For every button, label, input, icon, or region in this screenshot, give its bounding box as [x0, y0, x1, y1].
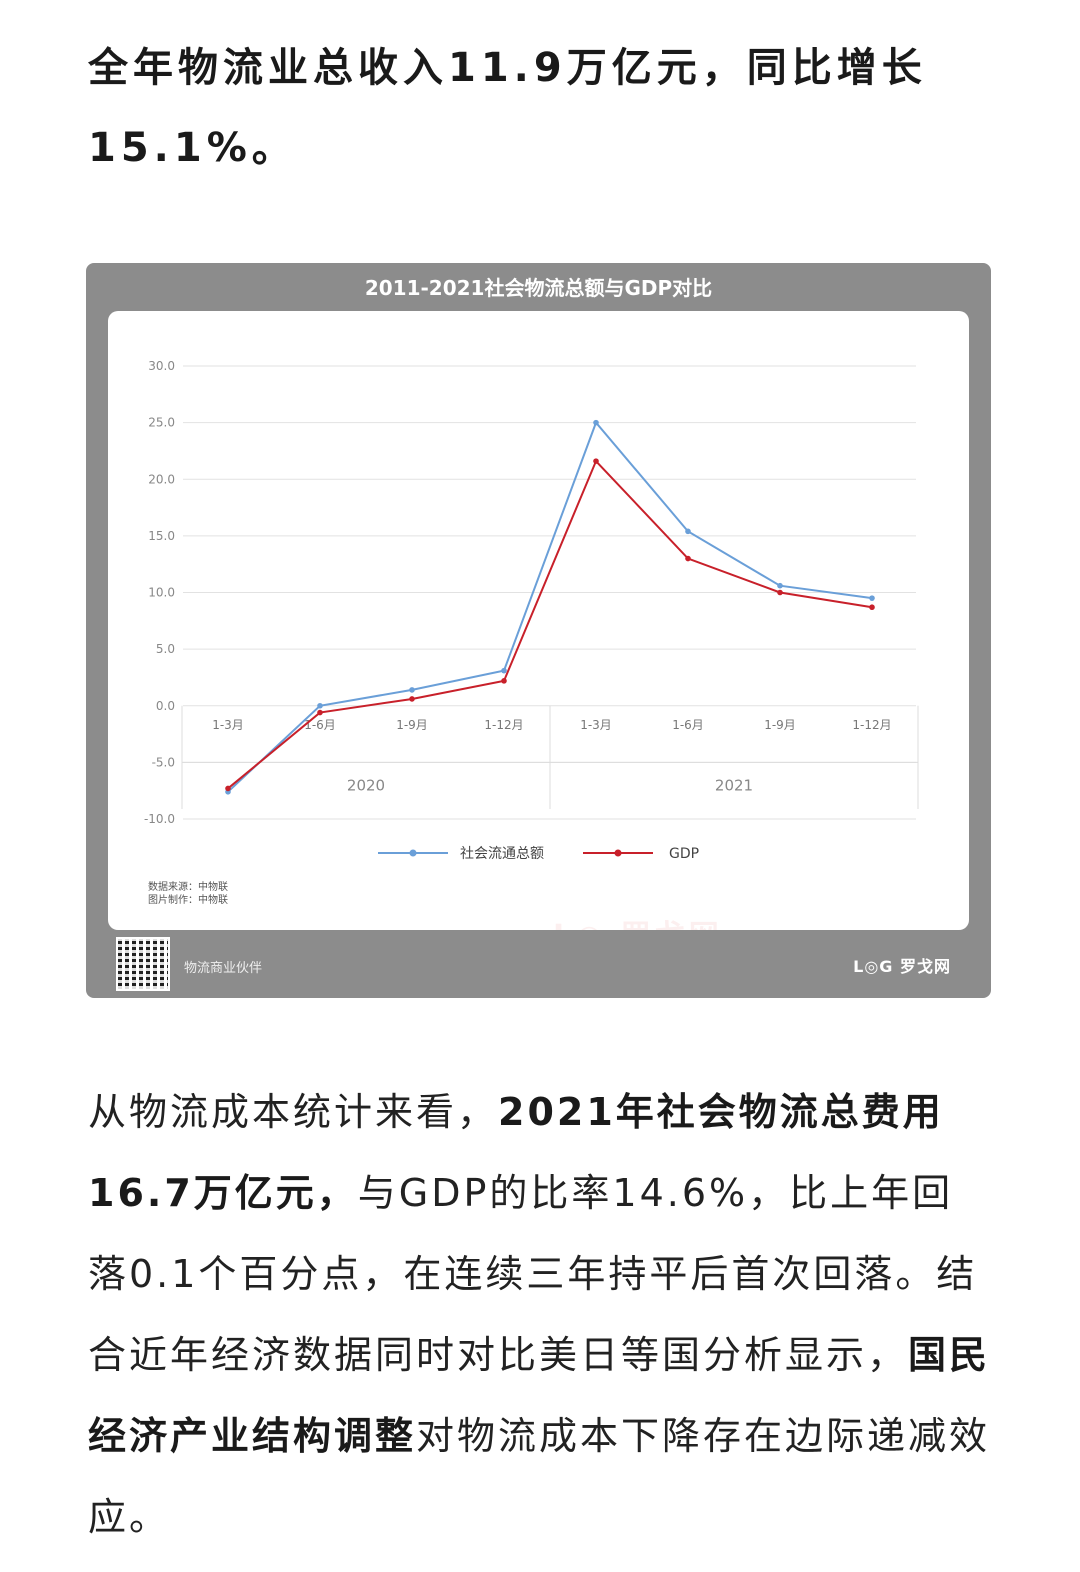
data-point [501, 667, 507, 674]
data-point [593, 419, 599, 426]
x-tick-label: 1-9月 [396, 718, 428, 732]
legend-marker [614, 849, 622, 857]
y-tick-label: 0.0 [156, 699, 175, 713]
group-label: 2021 [715, 776, 753, 794]
line-chart: 30.0 25.0 20.0 15.0 10.0 5.0 0.0 -5.0 -10.0 2020 2… [144, 359, 919, 862]
qr-code-icon[interactable] [116, 937, 170, 991]
data-point [317, 709, 323, 716]
x-tick-label: 1-3月 [212, 718, 244, 732]
y-tick-label: 5.0 [156, 642, 175, 656]
group-label: 2020 [347, 776, 385, 794]
y-tick-label: 25.0 [148, 416, 175, 430]
data-point [869, 604, 875, 611]
legend-marker [409, 849, 417, 857]
body-text-5: 对物流成本下降存在边际递减效应。 [88, 1414, 991, 1539]
watermark-logo: L◎ 罗戈网 [553, 911, 723, 930]
x-tick-label: 1-9月 [764, 718, 796, 732]
body-text-2-bold: 2021年社会物流总费用16.7万亿元， [88, 1090, 944, 1215]
footer-logo: L◎G 罗戈网 [853, 957, 951, 976]
intro-text: 全年物流业总收入11.9万亿元，同比增长15.1%。 [88, 45, 927, 171]
y-tick-label: -10.0 [144, 812, 175, 826]
body-text-4-bold: 国民经济产业结构调整 [88, 1333, 991, 1458]
intro-paragraph: 全年物流业总收入11.9万亿元，同比增长15.1%。 [88, 28, 992, 188]
data-point [777, 582, 783, 589]
data-point [409, 696, 415, 702]
y-tick-label: 30.0 [148, 359, 175, 373]
body-paragraph: 从物流成本统计来看，2021年社会物流总费用16.7万亿元，与GDP的比率14.… [88, 1072, 992, 1558]
data-point [225, 785, 231, 792]
legend-label: GDP [669, 846, 699, 862]
footer-partner-label: 物流商业伙伴 [184, 961, 263, 976]
data-point [685, 555, 691, 562]
chart-title: 2011-2021社会物流总额与GDP对比 [364, 276, 713, 300]
x-tick-label: 1-12月 [852, 718, 891, 732]
x-tick-label: 1-6月 [672, 718, 704, 732]
data-point [593, 458, 599, 464]
legend-label: 社会流通总额 [460, 846, 544, 862]
body-text-1: 从物流成本统计来看， [88, 1090, 499, 1134]
y-tick-label: 15.0 [148, 529, 175, 543]
series-line-logistics [227, 420, 873, 793]
data-point [777, 589, 783, 596]
data-point [409, 687, 415, 693]
source-line-2: 图片制作：中物联 [148, 895, 228, 906]
source-line-1: 数据来源：中物联 [148, 882, 228, 893]
chart-panel: L◎ 罗戈网 30.0 25.0 20.0 15.0 10.0 5.0 0.0 -5.0 -10… [108, 311, 969, 930]
x-tick-label: 1-12月 [484, 718, 523, 732]
data-point [501, 678, 507, 684]
y-tick-label: 10.0 [148, 586, 175, 600]
series-line-gdp [227, 459, 873, 790]
y-tick-label: 20.0 [148, 472, 175, 486]
y-tick-label: -5.0 [152, 755, 175, 769]
chart-card: 2011-2021社会物流总额与GDP对比 L◎ 罗戈网 30.0 25.0 20.… [86, 263, 991, 998]
x-tick-label: 1-3月 [580, 718, 612, 732]
data-point [685, 528, 691, 535]
data-point [317, 702, 323, 709]
x-tick-label: 1-6月 [304, 718, 336, 732]
body-text-3: 与GDP的比率14.6%，比上年回落0.1个百分点，在连续三年持平后首次回落。结… [88, 1171, 978, 1377]
source-note: 数据来源：中物联 图片制作：中物联 [148, 881, 228, 907]
data-point [869, 595, 875, 601]
